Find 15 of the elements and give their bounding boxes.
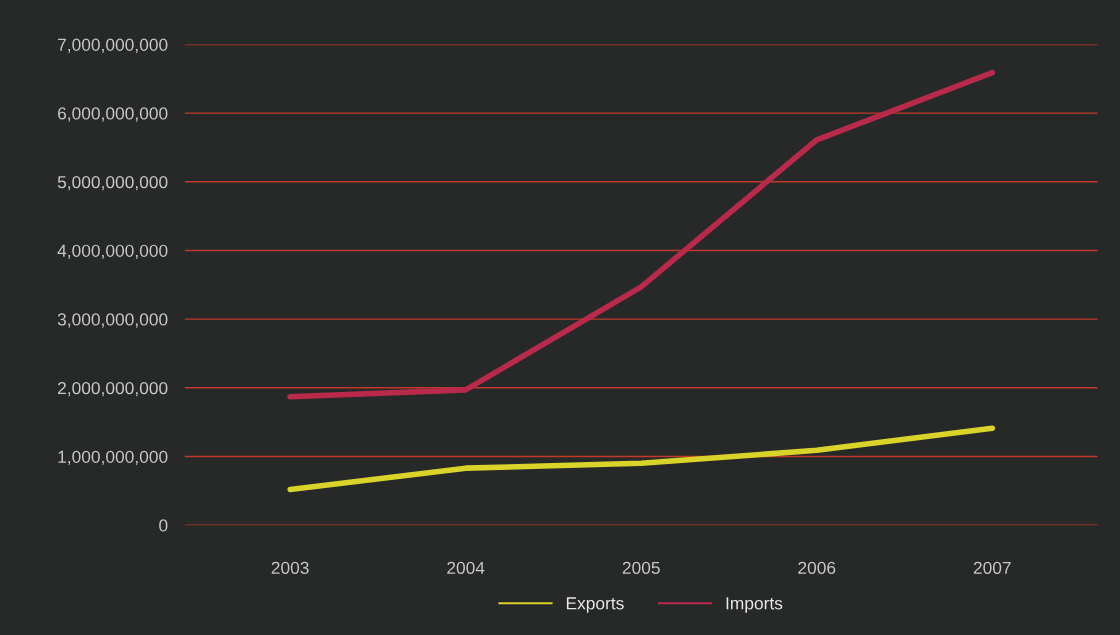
legend-label: Imports [726, 597, 783, 613]
x-tick-label: 2004 [447, 561, 485, 575]
x-tick-label: 2005 [622, 561, 660, 575]
y-tick-label: 6,000,000,000 [58, 107, 168, 122]
y-tick-label: 1,000,000,000 [58, 450, 168, 465]
y-tick-label: 4,000,000,000 [57, 244, 168, 259]
x-tick-label: 2003 [271, 561, 309, 575]
y-tick-label: 2,000,000,000 [57, 381, 168, 397]
y-tick-label: 7,000,000,000 [58, 38, 168, 53]
x-tick-label: 2006 [798, 561, 836, 575]
legend-label: Exports [566, 597, 624, 613]
y-tick-label: 0 [159, 519, 168, 532]
y-tick-label: 5,000,000,000 [57, 175, 168, 191]
x-tick-label: 2007 [973, 561, 1011, 575]
y-tick-label: 3,000,000,000 [57, 313, 168, 328]
